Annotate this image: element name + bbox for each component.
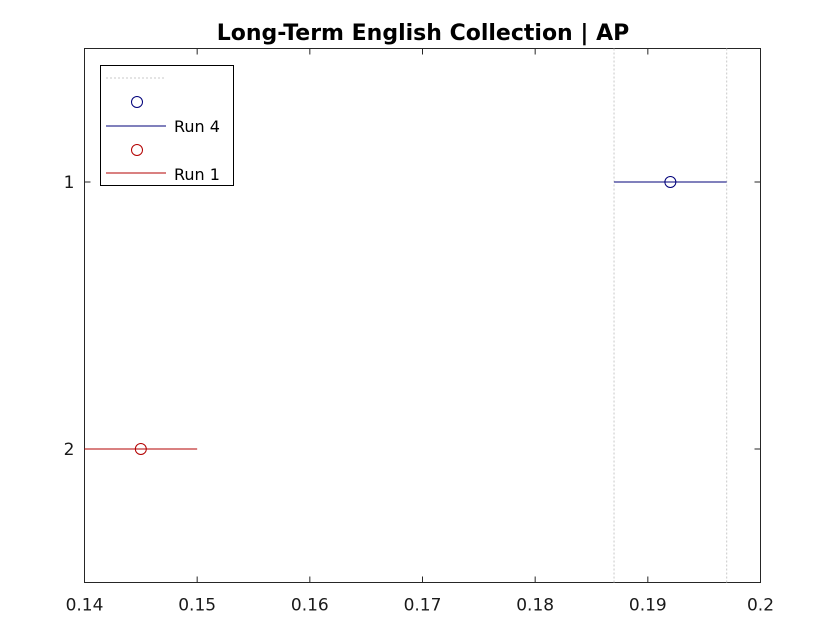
reference-lines (613, 48, 728, 583)
x-tick-label: 0.2 (747, 596, 774, 616)
x-axis-ticks: 0.14 0.15 0.16 0.17 0.18 0.19 0.2 (66, 48, 774, 616)
legend-label-run-1: Run 1 (174, 165, 220, 184)
legend-label-run-4: Run 4 (174, 117, 220, 136)
y-tick-label: 1 (64, 173, 75, 193)
point-marker-run-4 (664, 176, 677, 188)
y-axis-ticks: 12 (64, 173, 761, 460)
x-tick-label: 0.15 (178, 596, 216, 616)
chart-title: Long-Term English Collection | AP (217, 21, 629, 46)
legend: Run 4 Run 1 (100, 65, 234, 186)
legend-marker-run-1 (131, 144, 143, 156)
x-tick-label: 0.14 (66, 596, 104, 616)
x-tick-label: 0.17 (404, 596, 442, 616)
x-tick-label: 0.16 (291, 596, 329, 616)
plot-area: 0.14 0.15 0.16 0.17 0.18 0.19 0.2 12 (64, 48, 774, 616)
series-group (84, 176, 727, 455)
x-tick-label: 0.19 (629, 596, 667, 616)
x-tick-label: 0.18 (516, 596, 554, 616)
legend-marker-run-4 (131, 96, 143, 108)
y-tick-label: 2 (64, 440, 75, 460)
point-marker-run-1 (134, 443, 147, 455)
